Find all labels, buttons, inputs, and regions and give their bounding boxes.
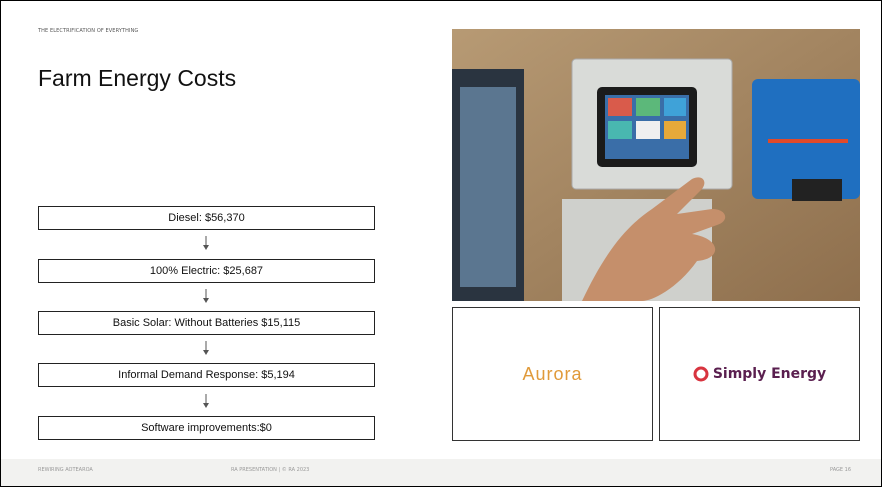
flow-arrow xyxy=(203,289,209,303)
aurora-logo: Aurora xyxy=(522,363,583,384)
footer-band xyxy=(1,459,881,486)
kicker: THE ELECTRIFICATION OF EVERYTHING xyxy=(38,28,139,34)
flow-step: Informal Demand Response: $5,194 xyxy=(38,363,375,387)
flow-step: Basic Solar: Without Batteries $15,115 xyxy=(38,311,375,335)
logo-card: Simply Energy xyxy=(659,307,860,441)
flow-arrow xyxy=(203,236,209,250)
footer-center: RA PRESENTATION | © RA 2023 xyxy=(231,467,310,473)
flow-arrow xyxy=(203,394,209,408)
footer-right: PAGE 16 xyxy=(830,467,852,473)
photo xyxy=(452,29,860,301)
flow-arrow xyxy=(203,341,209,355)
simply-energy-logo: Simply Energy xyxy=(712,366,827,382)
flow-step: Software improvements:$0 xyxy=(38,416,375,440)
flow-step: Diesel: $56,370 xyxy=(38,206,375,230)
logo-card: Aurora xyxy=(452,307,653,441)
footer-left: REWIRING AOTEAROA xyxy=(38,467,93,473)
simply-energy-icon xyxy=(693,366,709,382)
slide-title: Farm Energy Costs xyxy=(38,65,237,91)
flow-step: 100% Electric: $25,687 xyxy=(38,259,375,283)
